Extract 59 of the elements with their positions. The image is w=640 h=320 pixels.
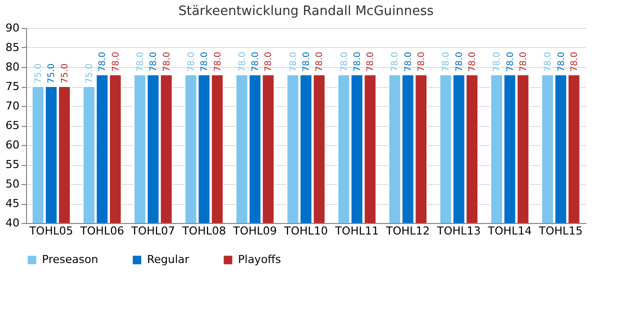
y-tick-label: 65 [6,119,20,132]
x-tick-label: TOHL14 [486,224,532,238]
data-label: 75.0 [34,63,44,84]
x-tick-label: TOHL12 [385,224,430,238]
data-label: 78.0 [404,51,414,72]
data-label: 78.0 [136,51,146,72]
data-label: 78.0 [340,51,350,72]
data-label: 78.0 [98,51,108,72]
y-tick-label: 50 [6,178,20,190]
legend-label: Regular [147,253,190,266]
data-label: 78.0 [162,51,172,72]
x-tick-label: TOHL07 [130,224,176,238]
data-label: 78.0 [352,51,363,72]
data-label: 78.0 [251,51,262,72]
y-tick-label: 60 [6,138,20,152]
data-label: 78.0 [506,51,516,72]
data-label: 78.0 [186,51,197,72]
data-label: 75.0 [47,63,58,84]
data-label: 78.0 [264,51,274,72]
y-tick-label: 75 [6,80,20,93]
data-label: 75.0 [85,63,95,84]
x-tick-label: TOHL11 [334,224,379,238]
y-tick-label: 40 [6,216,20,230]
y-tick-label: 80 [6,60,20,74]
legend-label: Preseason [42,253,98,266]
data-label: 78.0 [366,51,376,72]
data-label: 78.0 [442,51,452,72]
y-tick-label: 55 [6,158,20,171]
data-label: 78.0 [200,51,210,72]
y-tick-label: 85 [6,41,20,54]
data-label: 78.0 [519,51,529,72]
data-label: 78.0 [570,51,580,72]
data-label: 78.0 [544,51,554,72]
x-tick-label: TOHL09 [232,224,277,238]
y-tick-label: 45 [6,197,20,210]
data-label: 75.0 [60,63,70,84]
data-label: 78.0 [213,51,224,72]
data-label: 78.0 [417,51,428,72]
legend-label: Playoffs [238,253,282,266]
y-tick-label: 70 [6,100,20,112]
data-label: 78.0 [302,51,312,72]
data-label: 78.0 [492,51,503,72]
x-tick-label: TOHL05 [28,224,74,238]
x-tick-label: TOHL08 [181,224,226,238]
x-tick-label: TOHL06 [79,224,124,238]
x-tick-label: TOHL10 [283,224,328,238]
data-label: 78.0 [149,51,160,72]
data-label: 78.0 [468,51,478,72]
data-label: 78.0 [238,51,248,72]
data-label: 78.0 [315,51,326,72]
chart-title: Stärkeentwicklung Randall McGuinness [178,4,434,19]
y-tick-label: 90 [6,22,20,34]
x-tick-label: TOHL13 [436,224,481,238]
data-label: 78.0 [454,51,465,72]
data-label: 78.0 [556,51,567,72]
data-label: 78.0 [390,51,401,72]
data-label: 78.0 [288,51,299,72]
x-tick-label: TOHL15 [538,224,583,238]
data-label: 78.0 [111,51,122,72]
